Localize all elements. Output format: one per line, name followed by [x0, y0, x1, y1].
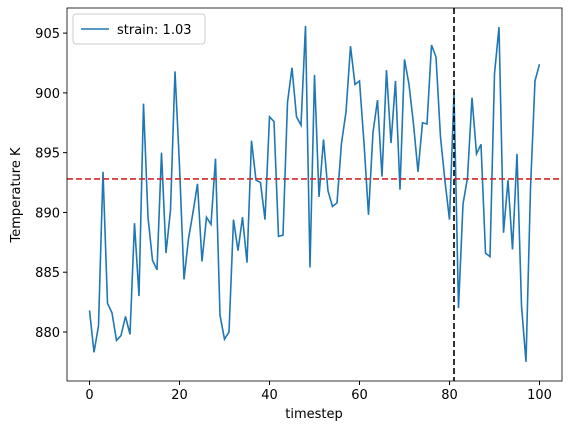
x-tick-label: 60: [351, 388, 368, 403]
x-tick-label: 20: [171, 388, 188, 403]
x-axis-label: timestep: [285, 407, 343, 422]
y-tick-label: 900: [35, 87, 60, 102]
y-axis-label: Temperature K: [9, 147, 24, 243]
y-tick-label: 895: [35, 147, 60, 162]
x-tick-label: 0: [85, 388, 93, 403]
line: [88, 25, 541, 362]
x-tick-label: 40: [261, 388, 278, 403]
plot-frame: [66, 7, 563, 382]
y-tick-label: 890: [35, 206, 60, 221]
x-tick-label: 100: [527, 388, 552, 403]
legend-box: [72, 13, 206, 45]
legend-label: strain: 1.03: [117, 23, 192, 38]
y-tick-label: 905: [35, 27, 60, 42]
y-tick-label: 885: [35, 266, 60, 281]
x-tick-label: 80: [441, 388, 458, 403]
y-tick-label: 880: [35, 326, 60, 341]
